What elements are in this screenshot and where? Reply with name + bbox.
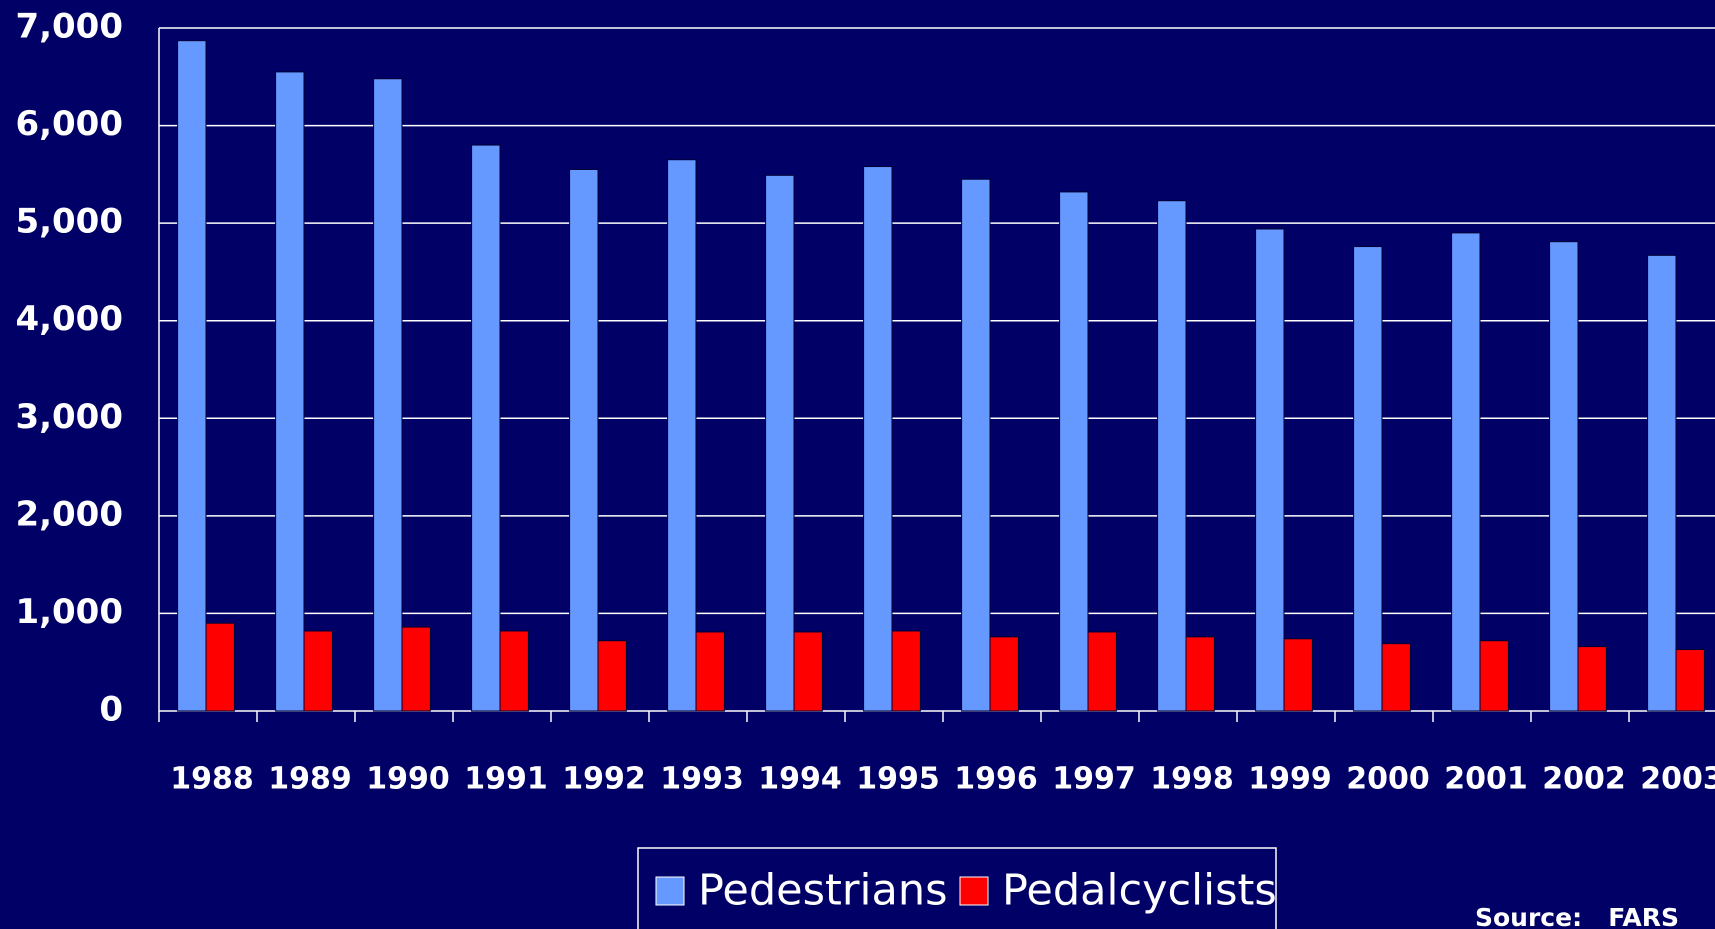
- bar: [1451, 232, 1481, 712]
- legend-box: [637, 847, 1277, 929]
- x-tick-label: 1994: [758, 762, 842, 797]
- bar: [1185, 636, 1215, 712]
- bar: [961, 178, 991, 712]
- x-tick-label: 1990: [366, 762, 450, 797]
- bar: [1647, 254, 1677, 712]
- x-tick-label: 1996: [954, 762, 1038, 797]
- x-tick-label: 2002: [1542, 762, 1626, 797]
- x-tick-label: 1989: [268, 762, 352, 797]
- source-note: Source: FARS: [1475, 903, 1679, 929]
- y-tick-label: 2,000: [15, 494, 123, 534]
- bar: [1087, 631, 1117, 712]
- bar: [1059, 191, 1089, 712]
- bar: [373, 78, 403, 712]
- bar: [275, 71, 305, 712]
- bar: [1353, 246, 1383, 712]
- bar: [177, 40, 207, 712]
- x-tick-label: 2003: [1640, 762, 1715, 797]
- y-tick-label: 0: [99, 690, 123, 730]
- y-tick-label: 6,000: [15, 104, 123, 144]
- y-tick-label: 3,000: [15, 397, 123, 437]
- bar: [989, 636, 1019, 712]
- x-tick-label: 1998: [1150, 762, 1234, 797]
- x-tick-label: 1997: [1052, 762, 1136, 797]
- x-tick-label: 1992: [562, 762, 646, 797]
- x-tick-label: 1995: [856, 762, 940, 797]
- x-tick-label: 1991: [464, 762, 548, 797]
- x-tick-label: 1993: [660, 762, 744, 797]
- bar: [863, 166, 893, 712]
- bar: [205, 622, 235, 712]
- legend-swatch: [959, 876, 989, 906]
- bar: [793, 631, 823, 712]
- y-tick-label: 5,000: [15, 202, 123, 242]
- bar: [1479, 640, 1509, 712]
- bar: [667, 159, 697, 712]
- bar: [303, 630, 333, 712]
- bar: [1157, 200, 1187, 712]
- bar: [1577, 646, 1607, 712]
- x-tick-label: 2000: [1346, 762, 1430, 797]
- bar: [597, 640, 627, 712]
- bar: [1283, 638, 1313, 712]
- bar: [891, 630, 921, 712]
- legend-label: Pedestrians: [698, 866, 948, 916]
- bar: [765, 174, 795, 712]
- x-tick-label: 2001: [1444, 762, 1528, 797]
- legend-swatch: [655, 876, 685, 906]
- y-tick-label: 4,000: [15, 299, 123, 339]
- bar: [1381, 643, 1411, 712]
- bar: [569, 168, 599, 712]
- bar: [499, 630, 529, 712]
- x-tick-label: 1988: [170, 762, 254, 797]
- x-tick-label: 1999: [1248, 762, 1332, 797]
- bar: [1675, 649, 1705, 712]
- bar: [1255, 228, 1285, 712]
- bar: [471, 144, 501, 712]
- legend-label: Pedalcyclists: [1002, 866, 1277, 916]
- bar: [401, 626, 431, 712]
- y-tick-label: 1,000: [15, 592, 123, 632]
- bar: [695, 631, 725, 712]
- y-tick-label: 7,000: [15, 7, 123, 47]
- bar: [1549, 241, 1579, 712]
